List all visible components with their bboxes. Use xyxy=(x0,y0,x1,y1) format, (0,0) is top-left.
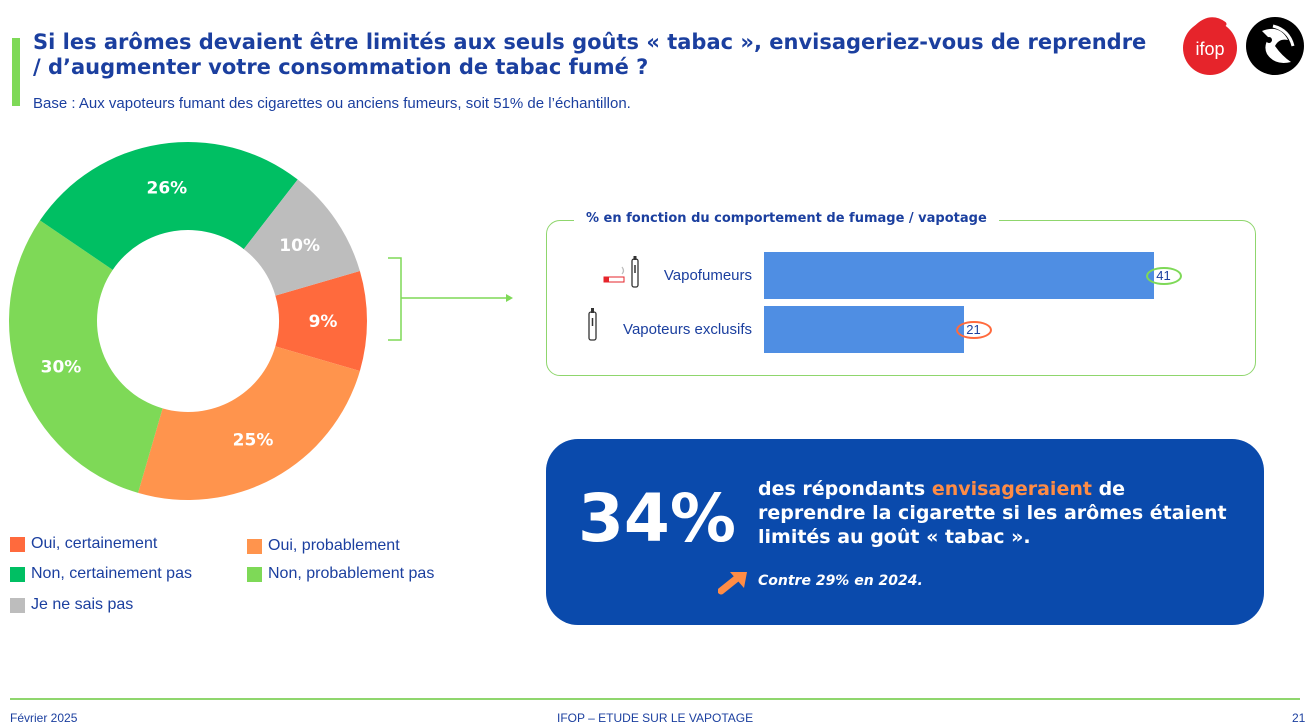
legend-swatch-oui-probablement xyxy=(247,538,262,554)
key-figure-text-before: des répondants xyxy=(758,478,932,500)
footer-divider xyxy=(10,698,1300,700)
page-subtitle: Base : Aux vapoteurs fumant des cigarett… xyxy=(33,95,631,112)
footer-title-left: IFOP xyxy=(557,711,585,725)
legend-swatch-oui-certainement xyxy=(10,536,25,552)
legend-item-non-probablement-pas: Non, probablement pas xyxy=(247,565,434,583)
page-title: Si les arômes devaient être limités aux … xyxy=(33,30,1147,79)
donut-slice-non-probablement-pas xyxy=(9,220,163,493)
bar-label-vapoteurs-exclusifs: Vapoteurs exclusifs xyxy=(623,320,752,338)
bar-value-vapofumeurs: 41 xyxy=(1145,266,1182,285)
legend-label-non-certainement-pas: Non, certainement pas xyxy=(31,565,192,582)
legend-item-oui-probablement: Oui, probablement xyxy=(247,537,400,555)
bracket-connector xyxy=(388,257,513,341)
donut-slice-oui-certainement xyxy=(275,271,367,371)
donut-label-non-probablement-pas: 30% xyxy=(41,358,82,378)
vape-icon xyxy=(588,308,597,341)
legend-label-oui-probablement: Oui, probablement xyxy=(268,537,400,554)
key-figure-text-after: de reprendre la cigarette si les arômes … xyxy=(758,478,1227,548)
ifop-logo: ifop xyxy=(1183,17,1237,75)
key-figure-value: 34% xyxy=(578,480,736,557)
bar-label-vapofumeurs: Vapofumeurs xyxy=(663,266,752,284)
footer-title-right: ETUDE SUR LE VAPOTAGE xyxy=(598,711,754,725)
footer-date: Février 2025 xyxy=(10,711,78,725)
legend-swatch-non-probablement-pas xyxy=(247,566,262,582)
donut-label-oui-certainement: 9% xyxy=(309,312,338,332)
footer-title: IFOP – ETUDE SUR LE VAPOTAGE xyxy=(557,711,753,725)
ifop-logo-text: ifop xyxy=(1195,39,1224,59)
donut-slice-ne-sais-pas xyxy=(243,179,360,296)
footer-title-separator: – xyxy=(588,711,595,725)
donut-label-ne-sais-pas: 10% xyxy=(279,236,320,256)
legend-item-non-certainement-pas: Non, certainement pas xyxy=(10,565,192,583)
bar-vapofumeurs xyxy=(764,252,1154,299)
legend-item-oui-certainement: Oui, certainement xyxy=(10,535,157,553)
legend-label-non-probablement-pas: Non, probablement pas xyxy=(268,565,435,582)
legend-label-ne-sais-pas: Je ne sais pas xyxy=(31,596,134,613)
donut-chart: 9% 25% 30% 26% 10% xyxy=(9,142,367,500)
cigarette-vape-icon xyxy=(603,256,639,288)
trend-up-arrow-icon xyxy=(718,572,747,595)
donut-label-oui-probablement: 25% xyxy=(233,430,274,450)
legend-item-ne-sais-pas: Je ne sais pas xyxy=(10,596,133,614)
legend-swatch-non-certainement-pas xyxy=(10,566,25,582)
key-figure-highlight: envisageraient xyxy=(931,478,1092,500)
key-figure-callout: 34% des répondants envisageraient de rep… xyxy=(546,439,1264,625)
footer-page-number: 21 xyxy=(1292,711,1306,725)
legend-label-oui-certainement: Oui, certainement xyxy=(31,535,158,552)
donut-slice-non-certainement-pas xyxy=(39,142,298,270)
title-accent-bar xyxy=(12,38,20,106)
key-figure-text: des répondants envisageraient de reprend… xyxy=(758,477,1228,549)
key-figure-comparison: Contre 29% en 2024. xyxy=(758,573,923,589)
donut-slice-oui-probablement xyxy=(138,346,360,500)
partner-logo xyxy=(1246,17,1304,75)
connector-arrow-head xyxy=(506,294,513,302)
legend-swatch-ne-sais-pas xyxy=(10,597,25,613)
donut-label-non-certainement-pas: 26% xyxy=(147,179,188,199)
bar-value-vapoteurs-exclusifs: 21 xyxy=(955,320,992,339)
bar-vapoteurs-exclusifs xyxy=(764,306,964,353)
breakdown-panel-title: % en fonction du comportement de fumage … xyxy=(574,211,999,226)
